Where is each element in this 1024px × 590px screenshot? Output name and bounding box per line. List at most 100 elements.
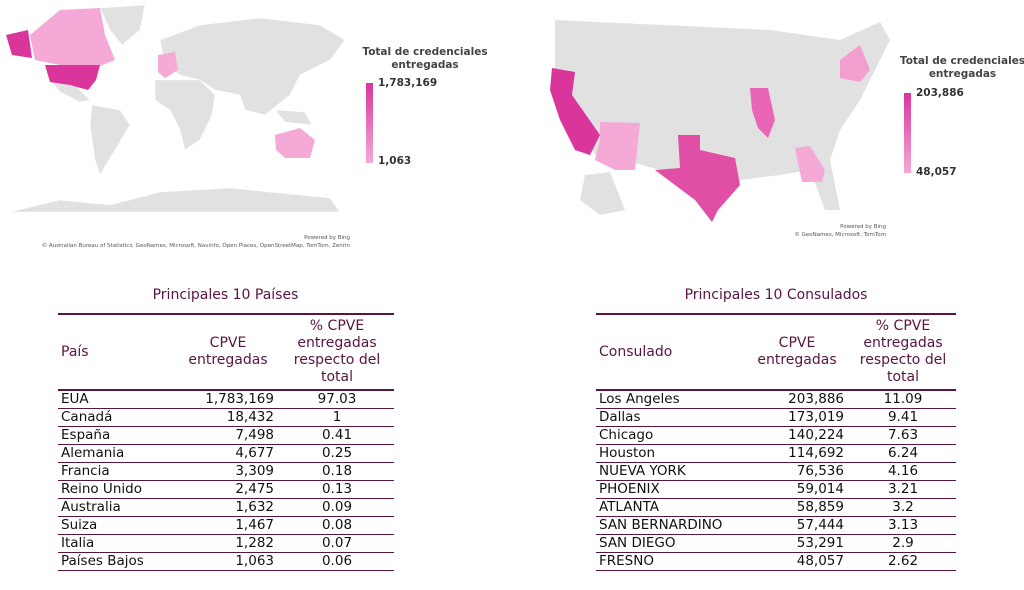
world-powered-by: Powered by Bing xyxy=(304,235,350,241)
header-cpve: CPVE entregadas xyxy=(188,335,268,368)
table-row: Países Bajos 1,063 0.06 xyxy=(58,552,394,571)
us-attribution: © GeoNames, Microsoft, TomTom xyxy=(794,232,886,238)
header-cpve: CPVE entregadas xyxy=(757,335,837,368)
name-cell: Chicago xyxy=(596,426,744,445)
name-cell: FRESNO xyxy=(596,552,744,571)
percent-cell: 0.06 xyxy=(280,552,394,571)
name-cell: SAN DIEGO xyxy=(596,534,744,553)
alaska xyxy=(6,30,32,58)
percent-cell: 0.41 xyxy=(280,426,394,445)
percent-cell: 2.9 xyxy=(850,534,956,553)
name-cell: NUEVA YORK xyxy=(596,462,744,481)
canada xyxy=(30,8,115,68)
world-map xyxy=(6,4,346,213)
world-legend-gradient xyxy=(366,83,373,163)
table-row: ATLANTA 58,859 3.2 xyxy=(596,498,956,517)
percent-cell: 0.09 xyxy=(280,498,394,517)
table-row: SAN BERNARDINO 57,444 3.13 xyxy=(596,516,956,535)
percent-cell: 11.09 xyxy=(850,390,956,409)
table-row: Suiza 1,467 0.08 xyxy=(58,516,394,535)
world-legend-title: Total de credenciales entregadas xyxy=(362,46,488,71)
georgia xyxy=(795,146,825,182)
us-legend-max: 203,886 xyxy=(916,87,964,99)
consulates-table-title: Principales 10 Consulados xyxy=(684,287,868,303)
table-row: FRESNO 48,057 2.62 xyxy=(596,552,956,571)
cpve-cell: 76,536 xyxy=(744,462,850,481)
name-cell: EUA xyxy=(58,390,176,409)
us-map xyxy=(550,20,890,222)
header-percent: % CPVE entregadas respecto del total xyxy=(859,318,947,385)
name-cell: Países Bajos xyxy=(58,552,176,571)
consulates-table: Consulado CPVE entregadas % CPVE entrega… xyxy=(596,313,956,571)
percent-cell: 97.03 xyxy=(280,390,394,409)
cpve-cell: 58,859 xyxy=(744,498,850,517)
texas xyxy=(655,135,740,222)
illinois xyxy=(750,88,775,138)
name-cell: Francia xyxy=(58,462,176,481)
percent-cell: 4.16 xyxy=(850,462,956,481)
us-powered-by: Powered by Bing xyxy=(840,224,886,230)
name-cell: SAN BERNARDINO xyxy=(596,516,744,535)
cpve-cell: 2,475 xyxy=(176,480,280,499)
name-cell: ATLANTA xyxy=(596,498,744,517)
table-row: Dallas 173,019 9.41 xyxy=(596,408,956,427)
name-cell: Reino Unido xyxy=(58,480,176,499)
cpve-cell: 1,783,169 xyxy=(176,390,280,409)
percent-cell: 2.62 xyxy=(850,552,956,571)
table-row: Australia 1,632 0.09 xyxy=(58,498,394,517)
eurasia xyxy=(159,17,346,116)
countries-table-title: Principales 10 Países xyxy=(152,287,299,303)
arizona xyxy=(595,122,640,170)
name-cell: Suiza xyxy=(58,516,176,535)
cpve-cell: 59,014 xyxy=(744,480,850,499)
world-legend-min: 1,063 xyxy=(378,155,412,167)
cpve-cell: 173,019 xyxy=(744,408,850,427)
world-attribution: © Australian Bureau of Statistics, GeoNa… xyxy=(41,243,350,249)
cpve-cell: 1,467 xyxy=(176,516,280,535)
new-york xyxy=(840,45,870,82)
us-legend-min: 48,057 xyxy=(916,166,957,178)
table-row: Francia 3,309 0.18 xyxy=(58,462,394,481)
table-row: Reino Unido 2,475 0.13 xyxy=(58,480,394,499)
cpve-cell: 18,432 xyxy=(176,408,280,427)
percent-cell: 6.24 xyxy=(850,444,956,463)
percent-cell: 0.25 xyxy=(280,444,394,463)
california xyxy=(550,68,600,155)
percent-cell: 9.41 xyxy=(850,408,956,427)
table-row: Houston 114,692 6.24 xyxy=(596,444,956,463)
europe xyxy=(158,52,178,78)
table-row: Canadá 18,432 1 xyxy=(58,408,394,427)
percent-cell: 3.2 xyxy=(850,498,956,517)
percent-cell: 1 xyxy=(280,408,394,427)
name-cell: Houston xyxy=(596,444,744,463)
percent-cell: 3.21 xyxy=(850,480,956,499)
table-row: NUEVA YORK 76,536 4.16 xyxy=(596,462,956,481)
name-cell: Canadá xyxy=(58,408,176,427)
table-row: España 7,498 0.41 xyxy=(58,426,394,445)
world-attribution-block: Powered by Bing © Australian Bureau of S… xyxy=(0,234,350,250)
cpve-cell: 7,498 xyxy=(176,426,280,445)
name-cell: PHOENIX xyxy=(596,480,744,499)
cpve-cell: 57,444 xyxy=(744,516,850,535)
table-row: PHOENIX 59,014 3.21 xyxy=(596,480,956,499)
table-row: Italia 1,282 0.07 xyxy=(58,534,394,553)
percent-cell: 3.13 xyxy=(850,516,956,535)
table-row: Alemania 4,677 0.25 xyxy=(58,444,394,463)
table-row: SAN DIEGO 53,291 2.9 xyxy=(596,534,956,553)
world-legend-max: 1,783,169 xyxy=(378,77,438,89)
cpve-cell: 203,886 xyxy=(744,390,850,409)
south-america xyxy=(89,104,131,176)
alaska xyxy=(580,172,625,215)
greenland xyxy=(99,4,146,46)
cpve-cell: 48,057 xyxy=(744,552,850,571)
table-row: EUA 1,783,169 97.03 xyxy=(58,390,394,409)
header-country: País xyxy=(61,343,89,360)
usa xyxy=(45,65,100,90)
cpve-cell: 1,282 xyxy=(176,534,280,553)
table-row: Chicago 140,224 7.63 xyxy=(596,426,956,445)
header-consulate: Consulado xyxy=(599,343,673,360)
countries-table: País CPVE entregadas % CPVE entregadas r… xyxy=(58,313,394,571)
name-cell: Italia xyxy=(58,534,176,553)
cpve-cell: 140,224 xyxy=(744,426,850,445)
us-legend-gradient xyxy=(904,93,911,173)
